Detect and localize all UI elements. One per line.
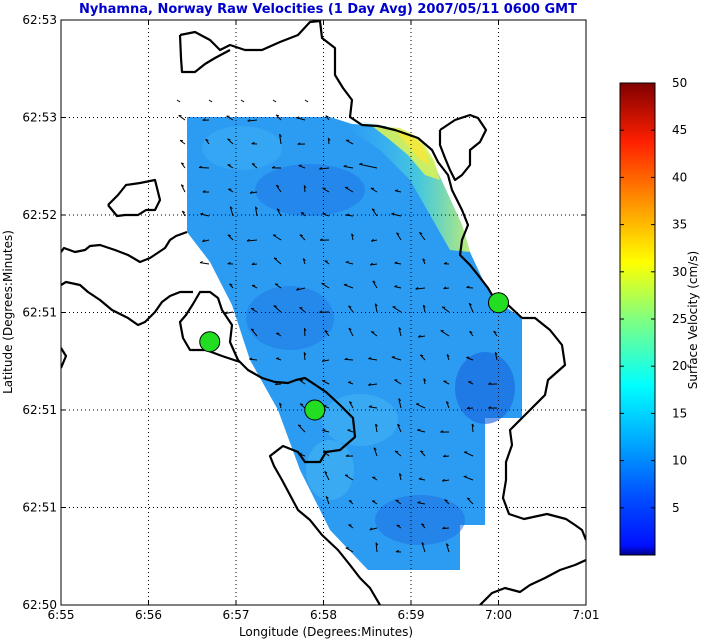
colorbar-tick-label: 45	[672, 123, 687, 137]
x-tick-label: 7:00	[485, 608, 512, 622]
y-tick-label: 62:50	[22, 598, 57, 612]
velocity-vector-head	[323, 213, 326, 214]
x-tick-label: 7:01	[573, 608, 600, 622]
station-marker	[200, 332, 220, 352]
y-axis-label: Latitude (Degrees:Minutes)	[1, 230, 15, 394]
x-tick-label: 6:59	[398, 608, 425, 622]
velocity-vector-head	[276, 358, 279, 359]
chart-title: Nyhamna, Norway Raw Velocities (1 Day Av…	[79, 2, 577, 17]
x-tick-label: 6:58	[310, 608, 337, 622]
y-tick-label: 62:53	[22, 13, 57, 27]
velocity-vector-head	[296, 117, 299, 118]
y-tick-label: 62:53	[22, 111, 57, 125]
velocity-vector-head	[274, 258, 277, 259]
velocity-vector-head	[392, 357, 395, 358]
colorbar-tick-label: 35	[672, 218, 687, 232]
y-tick-label: 62:51	[22, 306, 57, 320]
station-marker	[489, 293, 509, 313]
velocity-vector-head	[252, 164, 255, 165]
velocity-vector-head	[300, 307, 303, 308]
colorbar-tick-label: 15	[672, 406, 687, 420]
x-tick-label: 6:57	[223, 608, 250, 622]
colorbar-tick-label: 40	[672, 170, 687, 184]
velocity-vector-head	[323, 451, 326, 452]
colorbar-label: Surface Velocity (cm/s)	[686, 251, 700, 389]
velocity-vector-head	[301, 213, 304, 214]
velocity-vector-head	[349, 501, 352, 502]
colorbar	[620, 83, 655, 555]
velocity-vector-head	[395, 451, 398, 452]
colorbar-tick-label: 25	[672, 312, 687, 326]
colorbar-tick-label: 10	[672, 454, 687, 468]
colorbar-tick-label: 50	[672, 76, 687, 90]
colorbar-tick-label: 20	[672, 359, 687, 373]
station-marker	[305, 400, 325, 420]
velocity-vector	[345, 359, 353, 360]
velocity-vector-head	[347, 430, 350, 431]
x-axis-label: Longitude (Degrees:Minutes)	[239, 625, 413, 639]
colorbar-tick-label: 30	[672, 265, 687, 279]
x-tick-label: 6:56	[135, 608, 162, 622]
y-tick-label: 62:51	[22, 403, 57, 417]
velocity-vector-head	[300, 404, 303, 405]
y-tick-label: 62:51	[22, 501, 57, 515]
colorbar-tick-label: 5	[672, 501, 680, 515]
velocity-vector-head	[274, 306, 277, 307]
y-tick-label: 62:52	[22, 208, 57, 222]
